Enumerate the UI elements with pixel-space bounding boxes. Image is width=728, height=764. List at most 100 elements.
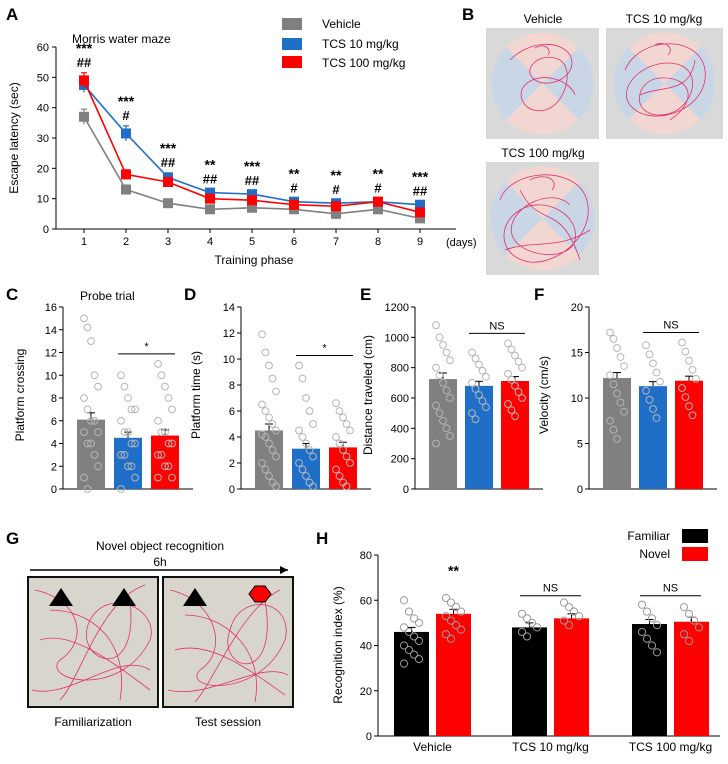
panel-h-bar-chart: Recognition index (%) Familiar Novel 0 20…	[331, 529, 720, 754]
sig-star-label: **	[289, 166, 300, 182]
data-point	[154, 473, 162, 482]
data-point	[305, 446, 314, 454]
data-point	[439, 378, 447, 387]
data-point	[205, 204, 215, 215]
data-point	[120, 450, 129, 459]
data-point	[517, 609, 527, 618]
panel-c-title: Probe trial	[80, 289, 135, 303]
sig-star-label: **	[205, 157, 216, 173]
y-tick-label: 10	[571, 393, 583, 405]
sig-hash-label: #	[332, 182, 340, 197]
data-point	[435, 371, 444, 380]
data-point	[409, 650, 419, 659]
data-point	[302, 472, 310, 480]
sig-hash-label: ##	[161, 155, 176, 170]
swim-path	[624, 43, 706, 121]
panel-c-ylabel: Platform crossing	[13, 349, 27, 442]
data-point	[527, 618, 537, 627]
data-point	[442, 386, 451, 395]
x-tick-label: 1	[81, 236, 87, 248]
y-tick-label: 10	[45, 370, 57, 382]
data-point	[399, 659, 409, 668]
data-point	[446, 598, 456, 607]
y-tick-label: 400	[391, 423, 409, 435]
y-tick-label: 20	[360, 686, 372, 698]
data-point	[305, 407, 314, 415]
sig-hash-label: #	[290, 181, 298, 196]
maze-tile-tcs100	[486, 162, 599, 275]
data-point	[295, 426, 303, 435]
y-tick-label: 12	[223, 328, 235, 340]
data-point	[694, 623, 704, 632]
data-point	[504, 339, 512, 348]
data-point	[298, 465, 307, 474]
maze-tile-tcs10	[606, 28, 723, 139]
data-point	[432, 363, 440, 372]
data-point	[574, 611, 584, 621]
y-tick-label: 0	[577, 484, 583, 496]
data-point	[247, 202, 257, 213]
data-point	[331, 208, 341, 219]
y-tick-label: 1000	[385, 332, 409, 344]
bar	[674, 621, 709, 736]
data-point	[442, 424, 451, 433]
data-point	[298, 433, 307, 441]
data-point	[609, 334, 618, 343]
data-point	[471, 415, 480, 424]
sig-hash-label: ##	[413, 184, 428, 199]
sig-star-label: ***	[76, 40, 93, 56]
data-point	[399, 641, 409, 650]
data-point	[441, 611, 451, 621]
sig-hash-label: ##	[203, 172, 218, 187]
data-point	[332, 399, 340, 408]
panel-g-title: Novel object recognition	[96, 539, 224, 553]
data-point	[642, 607, 652, 616]
data-point	[80, 473, 88, 482]
object-triangle-icon	[183, 588, 207, 606]
data-point	[258, 459, 266, 467]
panel-b-tile-label-tcs100: TCS 100 mg/kg	[501, 146, 584, 160]
data-point	[127, 462, 136, 471]
y-tick-label: 16	[45, 302, 57, 314]
data-point	[645, 395, 654, 404]
data-point	[478, 397, 487, 405]
data-point	[157, 450, 166, 459]
panel-label-d: D	[184, 285, 196, 304]
data-point	[613, 344, 621, 352]
data-point	[504, 369, 512, 378]
data-point	[87, 416, 95, 425]
legend-label-tcs100: TCS 100 mg/kg	[322, 56, 405, 70]
data-point	[346, 426, 354, 435]
x-group-label: TCS 10 mg/kg	[512, 740, 589, 754]
data-point	[205, 187, 215, 198]
y-tick-label: 40	[37, 103, 49, 115]
bar	[512, 627, 547, 736]
data-point	[342, 452, 351, 461]
swim-path	[499, 174, 591, 263]
data-point	[507, 375, 516, 384]
y-tick-label: 15	[571, 348, 583, 360]
sig-label: *	[322, 343, 327, 355]
data-point	[272, 482, 280, 491]
data-point	[261, 465, 270, 474]
data-point	[439, 416, 447, 425]
data-point	[124, 428, 132, 437]
data-point	[164, 462, 173, 471]
y-tick-label: 10	[37, 194, 49, 206]
data-point	[161, 428, 169, 437]
swim-path	[167, 589, 289, 703]
legend-label-tcs10: TCS 10 mg/kg	[322, 37, 399, 51]
legend-swatch-novel	[682, 547, 708, 561]
sig-star-label: **	[373, 166, 384, 182]
data-point	[532, 623, 542, 632]
data-point	[642, 386, 650, 395]
data-point	[127, 439, 136, 448]
data-point	[94, 462, 102, 471]
panel-a-xunit: (days)	[446, 237, 477, 249]
data-point	[478, 366, 487, 375]
data-point	[409, 614, 419, 623]
data-point	[164, 394, 173, 402]
data-point	[616, 353, 625, 361]
data-point	[268, 446, 277, 454]
data-point	[399, 623, 409, 632]
